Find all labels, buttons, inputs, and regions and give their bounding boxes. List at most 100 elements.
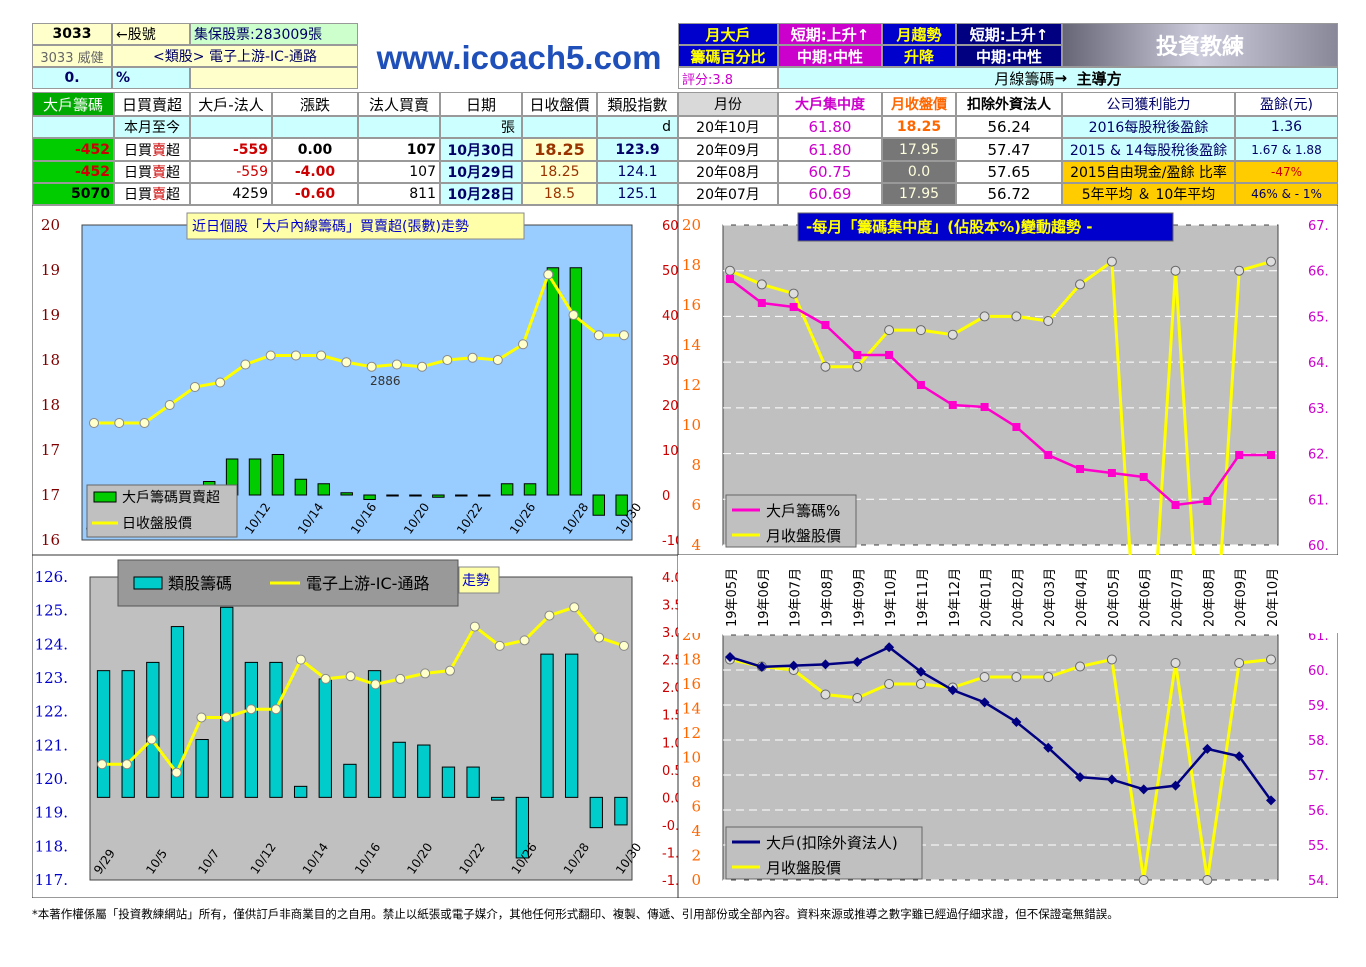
series1-point	[789, 303, 798, 311]
series2-point	[1106, 256, 1117, 267]
bar	[271, 454, 285, 496]
line-point	[417, 361, 428, 372]
line-point	[146, 734, 157, 745]
line-series	[94, 271, 624, 425]
code-label: ←股號	[112, 23, 190, 45]
y-tick-label-right: 6000	[662, 219, 678, 234]
y-tick-label-left: 16	[682, 296, 701, 314]
chart-monthly-excl-foreign: 2018161412108642061.60.59.58.57.56.55.54…	[678, 555, 1338, 898]
left-row-close: 18.25	[522, 161, 597, 183]
legend-swatch-bar	[133, 576, 163, 590]
y-tick-label-left: 122.	[35, 703, 68, 721]
site-url[interactable]: www.icoach5.com	[376, 39, 662, 76]
x-tick-label: 19年09月	[852, 568, 867, 627]
series2-point	[1202, 875, 1213, 885]
left-row-diff: -559	[190, 161, 272, 183]
series1-point	[756, 661, 767, 672]
chart-insider-daily: 20 19 19 18 18 17 17 16 6000 5000 4000 3000 2000 1000…	[32, 205, 678, 555]
title-box	[458, 566, 500, 594]
pct-unit: %	[112, 67, 190, 89]
y-tick-label-left: 118.	[35, 837, 68, 855]
y-tick-label-right: 0.00	[662, 791, 678, 806]
right-row-conc: 61.80	[778, 116, 882, 138]
series1-point	[757, 299, 766, 307]
left-row-index: 124.1	[597, 161, 678, 183]
bar	[500, 483, 514, 496]
line-point	[121, 759, 132, 770]
y-tick-label-left: 14	[682, 336, 701, 354]
line-point	[544, 610, 555, 621]
bar	[564, 653, 579, 798]
y-tick-label-right: 1.50	[662, 709, 678, 724]
y-tick-label-right: 5000	[662, 264, 678, 279]
series1-point	[979, 697, 990, 708]
line-point	[316, 350, 327, 361]
left-subrow-cell	[272, 116, 358, 138]
series1-point	[1266, 795, 1276, 806]
left-row-big: -452	[32, 138, 114, 161]
x-tick-label: 20年06月	[1139, 568, 1154, 627]
y-tick-label-left: 2	[691, 847, 701, 865]
y-tick-label-left: 16	[682, 675, 701, 693]
series1-point	[1138, 784, 1149, 795]
legend-box	[725, 826, 923, 880]
series1-point	[725, 652, 735, 663]
y-tick-label-left: 4	[691, 536, 701, 554]
left-col-header: 日買賣超	[114, 92, 190, 116]
y-tick-label-left: 125.	[35, 602, 68, 620]
pct-value: 0.	[32, 67, 112, 89]
left-subrow-cell	[358, 116, 440, 138]
left-row-change: -4.00	[272, 161, 358, 183]
left-row-diff: 4259	[190, 183, 272, 205]
line-point	[619, 640, 629, 651]
y-tick-label-right: 63.	[1308, 402, 1329, 417]
left-row-change: 0.00	[272, 138, 358, 161]
y-tick-label-left: 6	[691, 496, 701, 514]
y-tick-label-right: 2000	[662, 399, 678, 414]
series1-point	[1106, 774, 1117, 785]
y-tick-label-left: 12	[682, 724, 701, 742]
y-tick-label-right: 3.00	[662, 626, 678, 641]
legend-box	[725, 494, 857, 548]
y-tick-label-left: 18	[682, 651, 701, 669]
series2-point	[756, 279, 767, 290]
right-row-profit-label: 2015自由現金/盈餘 比率	[1062, 161, 1235, 183]
plot-area	[722, 224, 1279, 546]
left-row-inst: 107	[358, 161, 440, 183]
series2-line	[729, 657, 1272, 881]
bar	[592, 494, 606, 516]
y-tick-label-left: 10	[682, 416, 701, 434]
series2-point	[979, 672, 990, 682]
bar	[417, 744, 431, 798]
bar	[392, 741, 406, 798]
bar	[466, 766, 480, 798]
y-tick-label-left: 119.	[35, 804, 68, 822]
bar	[432, 494, 445, 498]
bar	[294, 478, 308, 496]
left-row-inst: 811	[358, 183, 440, 205]
x-tick-label: 20年01月	[980, 568, 995, 627]
left-subrow-cell: 張	[440, 116, 522, 138]
line-point	[215, 377, 226, 388]
series1-point	[1044, 451, 1053, 459]
y-tick-label-right: 65.	[1308, 310, 1329, 325]
bar	[615, 494, 628, 516]
series1-point	[1107, 469, 1116, 477]
series2-point	[1075, 661, 1086, 672]
right-row-profit-label: 2016每股稅後盈餘	[1062, 116, 1235, 138]
y-tick-label-left: 117.	[35, 871, 68, 889]
right-col-header: 扣除外資法人	[956, 92, 1062, 116]
left-row-close: 18.5	[522, 183, 597, 205]
line-point	[518, 339, 529, 350]
right-row-profit-label: 5年平均 ＆ 10年平均	[1062, 183, 1235, 205]
series1-point	[915, 666, 926, 677]
right-col-header: 大戶集中度	[778, 92, 882, 116]
line-point	[240, 359, 251, 370]
series2-point	[1234, 658, 1245, 668]
series2-point	[1170, 265, 1181, 276]
line-point	[619, 330, 629, 341]
legend-bar-label: 大戶籌碼買賣超	[122, 490, 220, 506]
y-tick-label-right: 56.	[1308, 804, 1329, 819]
bar	[515, 796, 530, 859]
x-tick-label: 20年08月	[1202, 568, 1217, 627]
